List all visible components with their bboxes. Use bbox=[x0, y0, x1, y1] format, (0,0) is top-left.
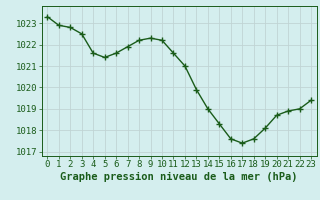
X-axis label: Graphe pression niveau de la mer (hPa): Graphe pression niveau de la mer (hPa) bbox=[60, 172, 298, 182]
